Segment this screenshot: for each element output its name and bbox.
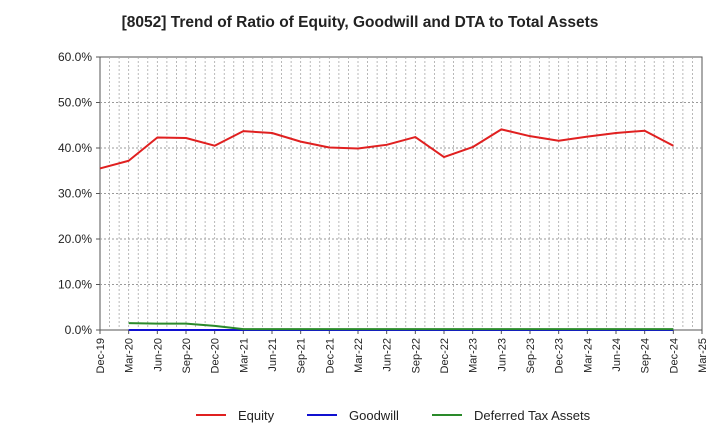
legend-label-deferred-tax-assets: Deferred Tax Assets	[474, 407, 591, 423]
legend-item-equity: Equity	[196, 403, 274, 427]
x-tick-label: Mar-20	[124, 338, 136, 373]
x-tick-label: Dec-24	[668, 338, 680, 373]
x-tick-label: Jun-23	[496, 338, 508, 372]
x-tick-label: Jun-20	[152, 338, 164, 372]
x-tick-label: Mar-25	[697, 338, 709, 373]
x-tick-label: Jun-24	[611, 338, 623, 372]
legend-item-goodwill: Goodwill	[307, 403, 399, 427]
x-tick-label: Jun-21	[267, 338, 279, 372]
x-tick-label: Mar-24	[582, 338, 594, 373]
x-tick-label: Mar-22	[353, 338, 365, 373]
y-tick-label: 50.0%	[58, 96, 92, 110]
x-tick-label: Mar-21	[238, 338, 250, 373]
x-tick-label: Sep-20	[181, 338, 193, 373]
x-tick-label: Dec-22	[439, 338, 451, 373]
y-tick-label: 0.0%	[65, 323, 93, 337]
x-tick-label: Sep-23	[525, 338, 537, 373]
x-tick-label: Mar-23	[468, 338, 480, 373]
x-tick-label: Dec-20	[210, 338, 222, 373]
x-tick-label: Sep-22	[410, 338, 422, 373]
y-tick-label: 20.0%	[58, 232, 92, 246]
legend-label-goodwill: Goodwill	[349, 407, 399, 423]
x-tick-label: Sep-21	[296, 338, 308, 373]
y-tick-label: 60.0%	[58, 50, 92, 64]
legend-swatch-deferred-tax-assets	[432, 414, 462, 416]
legend-item-deferred-tax-assets: Deferred Tax Assets	[432, 403, 590, 427]
series-line-deferred-tax-assets	[128, 322, 674, 331]
chart-title: [8052] Trend of Ratio of Equity, Goodwil…	[121, 14, 599, 31]
x-tick-label: Dec-23	[554, 338, 566, 373]
x-tick-label: Sep-24	[640, 338, 652, 373]
y-tick-label: 40.0%	[58, 141, 92, 155]
legend-swatch-goodwill	[307, 414, 337, 416]
legend: Equity Goodwill Deferred Tax Assets	[0, 403, 720, 427]
y-tick-label: 10.0%	[58, 278, 92, 292]
x-tick-label: Dec-19	[95, 338, 107, 373]
x-tick-label: Dec-21	[324, 338, 336, 373]
legend-label-equity: Equity	[238, 407, 275, 423]
x-tick-label: Jun-22	[382, 338, 394, 372]
series-line-equity	[99, 128, 674, 170]
legend-swatch-equity	[196, 414, 226, 416]
y-tick-label: 30.0%	[58, 187, 92, 201]
